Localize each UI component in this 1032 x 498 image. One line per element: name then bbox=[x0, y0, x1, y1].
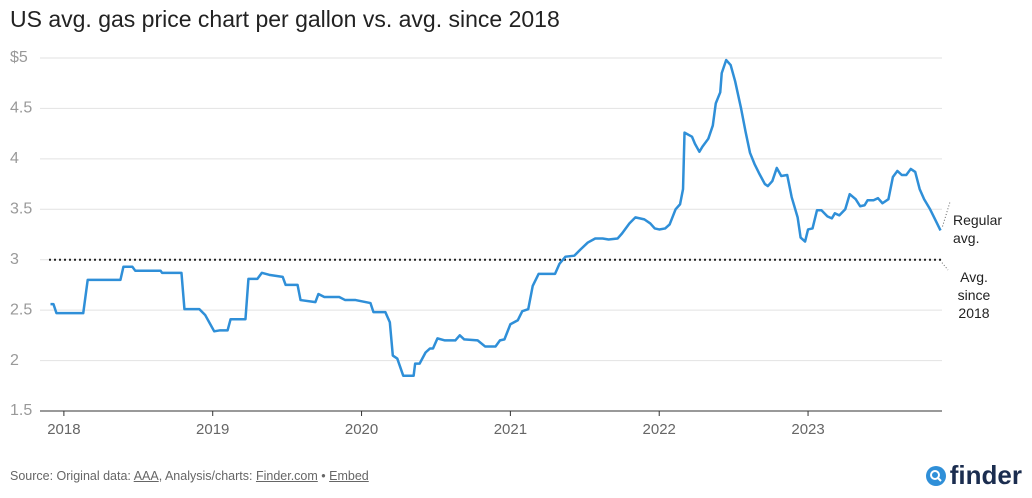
label-leader bbox=[941, 262, 949, 271]
label-leader bbox=[942, 201, 951, 227]
logo-icon bbox=[925, 465, 946, 486]
footer-text: , Analysis/charts: bbox=[158, 469, 256, 483]
y-tick-label: 3 bbox=[10, 251, 19, 268]
y-tick-label: 1.5 bbox=[10, 402, 32, 419]
logo-text: finder bbox=[949, 460, 1022, 490]
logo: finder bbox=[925, 460, 1022, 491]
reference-label: Avg. since 2018 bbox=[957, 269, 991, 321]
x-tick-label: 2023 bbox=[791, 421, 824, 438]
y-tick-label: 4.5 bbox=[10, 100, 32, 117]
link[interactable]: Embed bbox=[329, 469, 369, 483]
link[interactable]: AAA bbox=[133, 469, 159, 483]
footer-text: Source: Original data: bbox=[10, 469, 134, 483]
x-tick-label: 2018 bbox=[47, 421, 80, 438]
x-tick-label: 2019 bbox=[196, 421, 229, 438]
y-tick-label: $5 bbox=[10, 49, 28, 66]
y-tick-label: 4 bbox=[10, 150, 19, 167]
series-label: Regular avg. bbox=[953, 212, 1003, 246]
chart-title: US avg. gas price chart per gallon vs. a… bbox=[10, 6, 560, 32]
x-tick-label: 2020 bbox=[345, 421, 378, 438]
y-tick-label: 3.5 bbox=[10, 201, 32, 218]
y-tick-label: 2.5 bbox=[10, 301, 32, 318]
series-line bbox=[50, 58, 942, 377]
x-tick-label: 2022 bbox=[643, 421, 676, 438]
footer: Source: Original data: AAA, Analysis/cha… bbox=[10, 469, 369, 483]
y-tick-label: 2 bbox=[10, 352, 19, 369]
footer-text: • bbox=[317, 469, 330, 483]
link[interactable]: Finder.com bbox=[255, 469, 318, 483]
x-tick-label: 2021 bbox=[494, 421, 527, 438]
